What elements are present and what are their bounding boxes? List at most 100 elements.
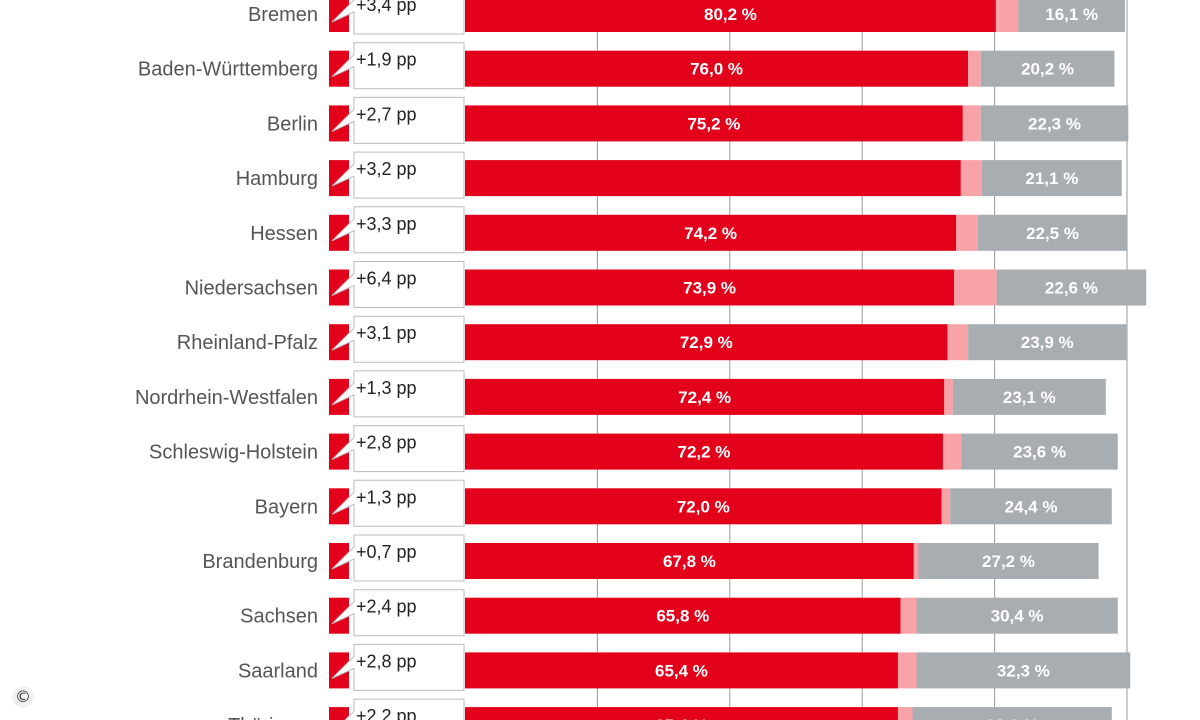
- rest-value-label: 16,1 %: [1045, 5, 1098, 24]
- bar-stub: [329, 433, 349, 470]
- change-label: +0,7 pp: [356, 542, 417, 562]
- bar-stub: [329, 324, 349, 361]
- rest-value-label: 22,3 %: [1028, 114, 1081, 133]
- bar-rest: [980, 105, 1129, 142]
- bar-main: [465, 160, 961, 197]
- category-label: Thüringen: [228, 715, 318, 720]
- main-value-label: 72,0 %: [677, 497, 730, 516]
- bar-stub: [329, 543, 349, 579]
- bar-main: [465, 433, 943, 470]
- change-label: +2,8 pp: [356, 433, 417, 453]
- bar-main: [465, 488, 942, 525]
- change-callout: [331, 534, 465, 582]
- copyright-icon: ©: [12, 686, 34, 708]
- rest-value-label: 30,4 %: [991, 607, 1044, 626]
- category-label: Brandenburg: [202, 551, 318, 573]
- change-callout: [331, 42, 465, 90]
- rest-value-label: 22,6 %: [1045, 279, 1098, 298]
- change-callout: [331, 0, 465, 35]
- main-value-label: 72,4 %: [678, 388, 731, 407]
- change-label: +1,9 pp: [356, 50, 417, 70]
- bar-change: [942, 433, 962, 470]
- category-label: Baden-Württemberg: [138, 59, 318, 81]
- change-label: +3,4 pp: [356, 0, 417, 15]
- bar-main: [465, 269, 955, 306]
- change-callout: [331, 370, 465, 418]
- bar-rest: [968, 324, 1127, 361]
- category-label: Hessen: [250, 223, 318, 245]
- bar-stub: [329, 269, 349, 306]
- bar-main: [465, 707, 898, 720]
- category-label: Berlin: [267, 113, 318, 135]
- bar-rest: [961, 433, 1118, 470]
- main-value-label: 75,2 %: [687, 114, 740, 133]
- change-label: +3,2 pp: [356, 159, 417, 179]
- rest-value-label: 23,9 %: [1021, 333, 1074, 352]
- rest-value-label: 23,1 %: [1003, 388, 1056, 407]
- bar-change: [968, 50, 981, 87]
- change-callout: [344, 698, 465, 720]
- change-callout: [331, 479, 465, 527]
- rest-value-label: 23,6 %: [1013, 443, 1066, 462]
- main-value-label: 65,4 %: [655, 661, 708, 680]
- change-label: +1,3 pp: [356, 378, 417, 398]
- bar-main: [465, 597, 901, 634]
- change-label: +2,4 pp: [356, 597, 417, 617]
- rest-value-label: 20,2 %: [1021, 60, 1074, 79]
- main-value-label: 65,8 %: [656, 607, 709, 626]
- category-label: Saarland: [238, 660, 318, 682]
- bar-rest: [980, 50, 1115, 87]
- bar-stub: [329, 50, 349, 87]
- bar-rest: [912, 707, 1112, 720]
- category-label: Nordrhein-Westfalen: [135, 387, 318, 409]
- bar-change: [913, 543, 919, 579]
- change-label: +1,3 pp: [356, 487, 417, 507]
- bar-stub: [329, 597, 349, 634]
- category-label: Niedersachsen: [185, 278, 318, 300]
- main-value-label: 67,8 %: [663, 552, 716, 571]
- bar-change: [897, 707, 913, 720]
- bar-stub: [329, 160, 349, 197]
- bar-rest: [916, 652, 1131, 689]
- rest-value-label: 27,2 %: [982, 552, 1035, 571]
- main-value-label: 74,2 %: [684, 224, 737, 243]
- main-value-label: 73,9 %: [683, 279, 736, 298]
- change-callout: [331, 206, 465, 254]
- change-label: +3,3 pp: [356, 214, 417, 234]
- bar-stub: [329, 105, 349, 142]
- bar-rest: [1018, 0, 1126, 32]
- main-value-label: 76,0 %: [690, 60, 743, 79]
- bar-change: [962, 105, 981, 142]
- change-callout: [331, 151, 465, 199]
- bar-rest: [916, 597, 1118, 634]
- bar-change: [900, 597, 917, 634]
- bar-main: [465, 378, 945, 415]
- bar-main: [465, 50, 969, 87]
- category-label: Bremen: [248, 4, 318, 26]
- bar-change: [960, 160, 983, 197]
- main-value-label: 80,2 %: [704, 5, 757, 24]
- change-callout: [331, 643, 465, 691]
- change-label: +2,2 pp: [356, 706, 417, 720]
- bar-rest: [978, 214, 1127, 251]
- category-label: Sachsen: [240, 606, 318, 628]
- change-label: +3,1 pp: [356, 323, 417, 343]
- bar-main: [465, 105, 963, 142]
- category-label: Hamburg: [236, 168, 318, 190]
- change-label: +2,7 pp: [356, 104, 417, 124]
- bar-stub: [329, 707, 349, 720]
- bar-rest: [996, 269, 1147, 306]
- bar-change: [944, 378, 953, 415]
- bar-main: [465, 543, 914, 579]
- bar-stub: [329, 488, 349, 525]
- change-callout: [331, 425, 465, 473]
- bar-change: [941, 488, 951, 525]
- main-value-label: 72,2 %: [678, 443, 731, 462]
- bar-rest: [952, 378, 1106, 415]
- category-label: Rheinland-Pfalz: [177, 332, 318, 354]
- category-label: Bayern: [255, 496, 318, 518]
- bar-stub: [329, 652, 349, 689]
- rest-value-label: 32,3 %: [997, 661, 1050, 680]
- bar-rest: [982, 160, 1122, 197]
